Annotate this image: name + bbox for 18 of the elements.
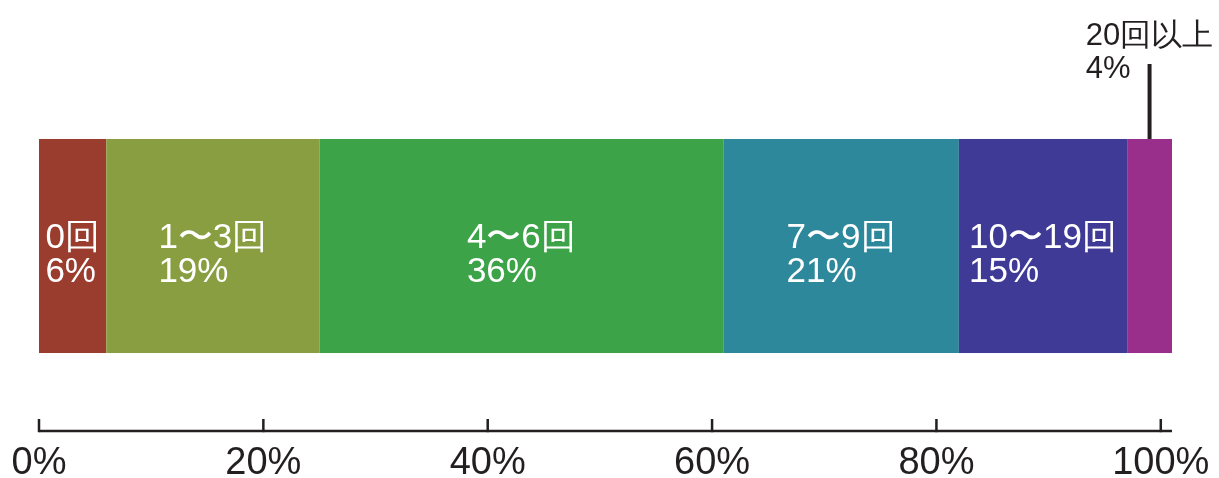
segment-label: 4〜6回 36% — [466, 216, 576, 289]
bar — [319, 138, 724, 354]
segment-label: 20回以上 4% — [1085, 17, 1214, 85]
x-tick-label: 100% — [1112, 440, 1210, 478]
bar — [723, 138, 959, 354]
segment-label: 1〜3回 19% — [158, 216, 268, 289]
bar — [1127, 138, 1172, 354]
segment-label: 7〜9回 21% — [786, 216, 896, 289]
segment-label: 10〜19回 15% — [969, 216, 1117, 289]
x-tick-label: 20% — [225, 440, 302, 478]
bar — [39, 138, 107, 354]
x-tick-label: 80% — [898, 440, 975, 478]
bar — [958, 138, 1128, 354]
bar — [106, 138, 320, 354]
x-tick-label: 60% — [674, 440, 751, 478]
segment-label: 0回 6% — [45, 216, 100, 289]
x-tick-label: 0% — [11, 440, 67, 478]
x-tick-label: 40% — [449, 440, 526, 478]
